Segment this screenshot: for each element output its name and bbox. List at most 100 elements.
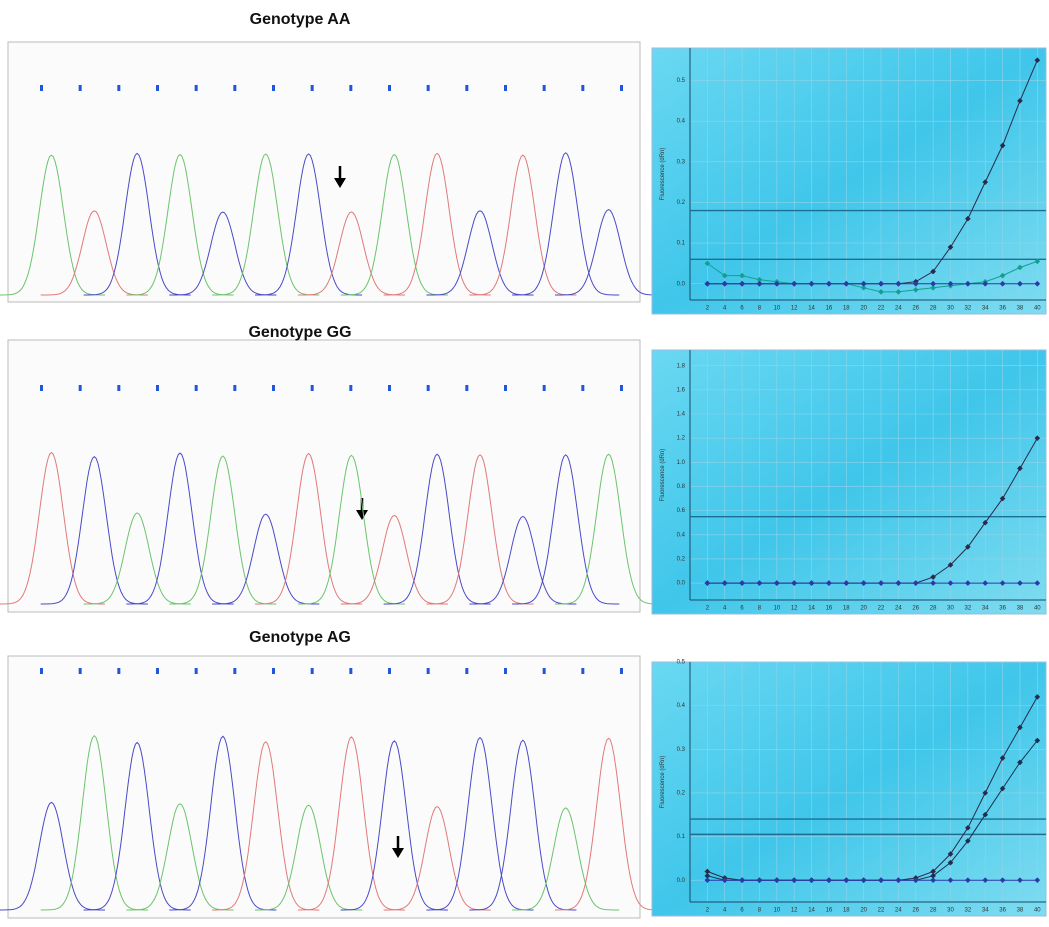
panel-title: Genotype AG: [249, 629, 351, 646]
y-tick-label: 0.1: [677, 834, 686, 840]
data-point: [1017, 264, 1023, 271]
arrows: [334, 166, 404, 858]
data-point: [878, 877, 884, 884]
x-tick-label: 38: [1017, 908, 1024, 914]
data-point: [878, 289, 884, 295]
data-point: [843, 877, 850, 884]
data-point: [704, 877, 711, 884]
base-marker: [194, 668, 198, 674]
data-point: [739, 580, 745, 586]
plot-background: [651, 47, 1047, 315]
x-tick-label: 2: [706, 306, 710, 312]
base-marker: [620, 385, 623, 391]
trace-peak: [426, 210, 534, 296]
plot-background: [651, 661, 1047, 917]
data-point: [895, 580, 902, 586]
x-tick-label: 32: [965, 908, 972, 914]
data-point: [999, 495, 1006, 502]
base-marker: [233, 385, 237, 391]
y-tick-label: 0.2: [677, 790, 686, 796]
trace-peak: [40, 210, 148, 296]
data-point: [860, 877, 867, 884]
data-point: [895, 877, 902, 884]
chromatogram-frames: [7, 41, 641, 919]
data-point: [895, 289, 902, 295]
data-point: [912, 877, 919, 884]
x-tick-label: 40: [1034, 606, 1041, 612]
x-tick-label: 18: [843, 908, 850, 914]
data-point: [982, 790, 989, 796]
x-tick-label: 36: [999, 606, 1006, 612]
x-tick-label: 2: [706, 606, 710, 612]
trace-peak: [83, 512, 191, 605]
data-point: [982, 519, 989, 526]
data-point: [826, 280, 832, 287]
data-point: [947, 562, 954, 568]
data-point: [999, 272, 1006, 279]
trace-peak: [340, 740, 448, 911]
data-point: [774, 877, 780, 884]
data-point: [860, 580, 867, 586]
data-point: [930, 280, 936, 287]
base-marker: [388, 385, 391, 391]
y-tick-label: 0.8: [677, 484, 686, 490]
x-tick-label: 14: [808, 606, 815, 612]
x-tick-label: 20: [860, 606, 867, 612]
base-marker: [388, 668, 391, 674]
y-tick-label: 1.8: [677, 363, 686, 369]
x-tick-label: 16: [826, 606, 833, 612]
x-tick-label: 10: [773, 606, 780, 612]
trace-peak: [555, 453, 663, 605]
x-tick-label: 8: [758, 306, 762, 312]
data-point: [947, 851, 954, 857]
trace-peak: [555, 737, 663, 911]
trace-peak: [0, 801, 105, 911]
x-tick-label: 36: [999, 306, 1006, 312]
base-marker: [78, 668, 82, 674]
trace-peak: [297, 211, 405, 296]
base-marker: [117, 85, 121, 91]
base-marker: [426, 668, 430, 674]
data-point: [930, 284, 936, 291]
amplification-plot: Fluorescence (dRn) 0.0 0.2 0.4 0.6 0.8 1.0 1.2 1…: [651, 349, 1047, 615]
data-point: [930, 868, 936, 875]
trace-peak: [212, 153, 320, 296]
x-tick-label: 34: [982, 908, 989, 914]
base-marker: [426, 85, 430, 91]
data-point: [704, 580, 711, 586]
x-tick-label: 12: [791, 606, 798, 612]
data-point: [1017, 580, 1023, 586]
base-marker: [272, 385, 275, 391]
data-point: [930, 268, 936, 275]
x-tick-label: 26: [912, 306, 919, 312]
base-marker: [465, 85, 469, 91]
data-point: [930, 580, 936, 586]
data-point: [808, 877, 815, 884]
x-tick-label: 16: [826, 306, 833, 312]
base-marker: [349, 385, 353, 391]
data-point: [982, 811, 989, 818]
trace-peak: [83, 152, 191, 296]
data-point: [1034, 877, 1041, 884]
trace-peak: [383, 152, 491, 296]
y-tick-label: 1.4: [677, 412, 686, 418]
trace-peak: [255, 804, 363, 911]
trace-peak: [340, 153, 448, 296]
base-marker: [233, 668, 237, 674]
data-point: [756, 580, 763, 586]
x-tick-label: 32: [965, 606, 972, 612]
base-marker: [465, 385, 469, 391]
data-point: [947, 244, 954, 250]
x-tick-label: 20: [860, 908, 867, 914]
data-point: [774, 280, 780, 287]
data-point: [1034, 280, 1041, 287]
base-marker: [194, 385, 198, 391]
data-point: [912, 280, 919, 287]
data-point: [739, 272, 745, 279]
x-tick-label: 14: [808, 908, 815, 914]
data-point: [704, 260, 711, 267]
data-point: [965, 215, 971, 222]
data-point: [1017, 280, 1023, 287]
x-tick-label: 10: [773, 908, 780, 914]
data-point: [791, 580, 798, 586]
